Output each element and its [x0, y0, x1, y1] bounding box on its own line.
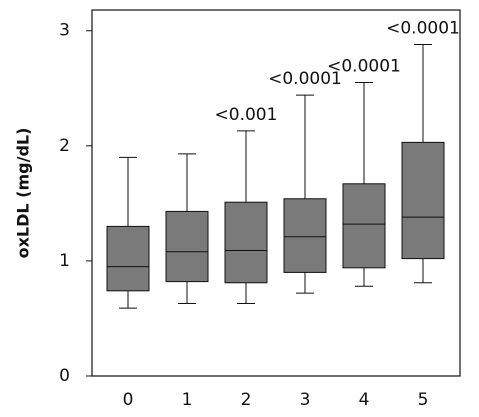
plot-frame	[91, 9, 461, 377]
x-tick-label: 5	[418, 390, 429, 410]
y-tick-label: 1	[59, 251, 70, 271]
x-tick-label: 4	[359, 390, 370, 410]
annotation: <0.001	[215, 105, 278, 125]
box	[106, 225, 150, 292]
box	[401, 141, 445, 260]
y-tick-label: 2	[59, 136, 70, 156]
box	[224, 201, 268, 284]
x-tick-label: 2	[241, 390, 252, 410]
box	[342, 183, 386, 269]
box	[283, 198, 327, 273]
annotation: <0.0001	[386, 19, 460, 39]
x-tick-label: 0	[123, 390, 134, 410]
annotation: <0.0001	[327, 57, 401, 77]
y-tick-label: 0	[59, 366, 70, 386]
box	[165, 210, 209, 283]
annotation: <0.0001	[268, 69, 342, 89]
x-tick-label: 3	[300, 390, 311, 410]
x-tick-label: 1	[182, 390, 193, 410]
y-tick-label: 3	[59, 21, 70, 41]
y-axis-label: oxLDL (mg/dL)	[14, 128, 33, 259]
